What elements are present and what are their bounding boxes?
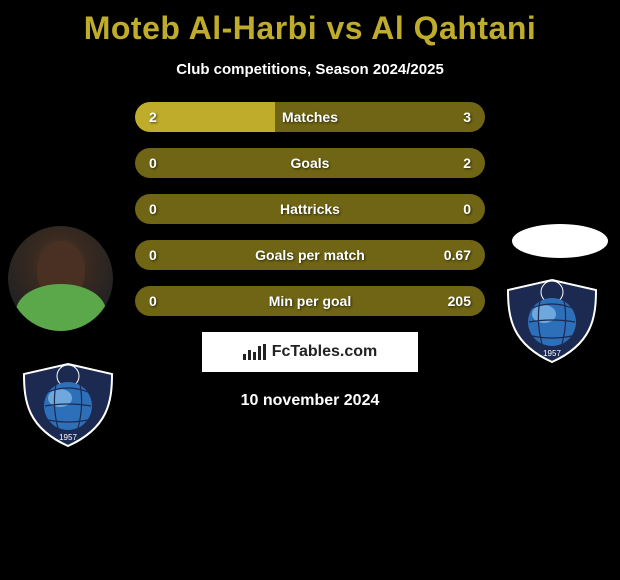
watermark-chart-icon [243,344,266,360]
stat-left-value: 0 [149,247,157,263]
stat-label: Hattricks [280,201,340,217]
stat-left-value: 0 [149,293,157,309]
subtitle: Club competitions, Season 2024/2025 [0,61,620,78]
stat-right-value: 0 [463,201,471,217]
stat-label: Min per goal [269,293,351,309]
comparison-panel: 1957 1957 2Matches30Goals20Hattricks00Go… [0,102,620,410]
stat-right-value: 205 [448,293,471,309]
stats-list: 2 Matches 3 0 Goals 2 0 Hattricks 0 0 Goals per ma… [135,102,485,316]
stat-label: Goals per match [255,247,365,263]
stat-label: Goals [291,155,330,171]
stat-right-value: 0.67 [444,247,471,263]
stat-row: 0 Goals per match 0.67 [135,240,485,270]
player-left-avatar [8,226,113,331]
stat-row: 0 Hattricks 0 [135,194,485,224]
stat-right-value: 2 [463,155,471,171]
page-title: Moteb Al-Harbi vs Al Qahtani [0,0,620,47]
stat-right-value: 3 [463,109,471,125]
stat-left-value: 0 [149,201,157,217]
stat-row: 2 Matches 3 [135,102,485,132]
stat-row: 0 Goals 2 [135,148,485,178]
stat-row: 0 Min per goal 205 [135,286,485,316]
watermark-text: FcTables.com [272,343,378,361]
crest-year: 1957 [59,433,77,442]
crest-year: 1957 [543,349,561,358]
stat-left-value: 2 [149,109,157,125]
watermark-box: FcTables.com [202,332,418,372]
club-right-crest: 1957 [502,278,602,364]
club-left-crest: 1957 [18,362,118,448]
stat-left-value: 0 [149,155,157,171]
player-right-avatar [512,224,608,258]
stat-label: Matches [282,109,338,125]
